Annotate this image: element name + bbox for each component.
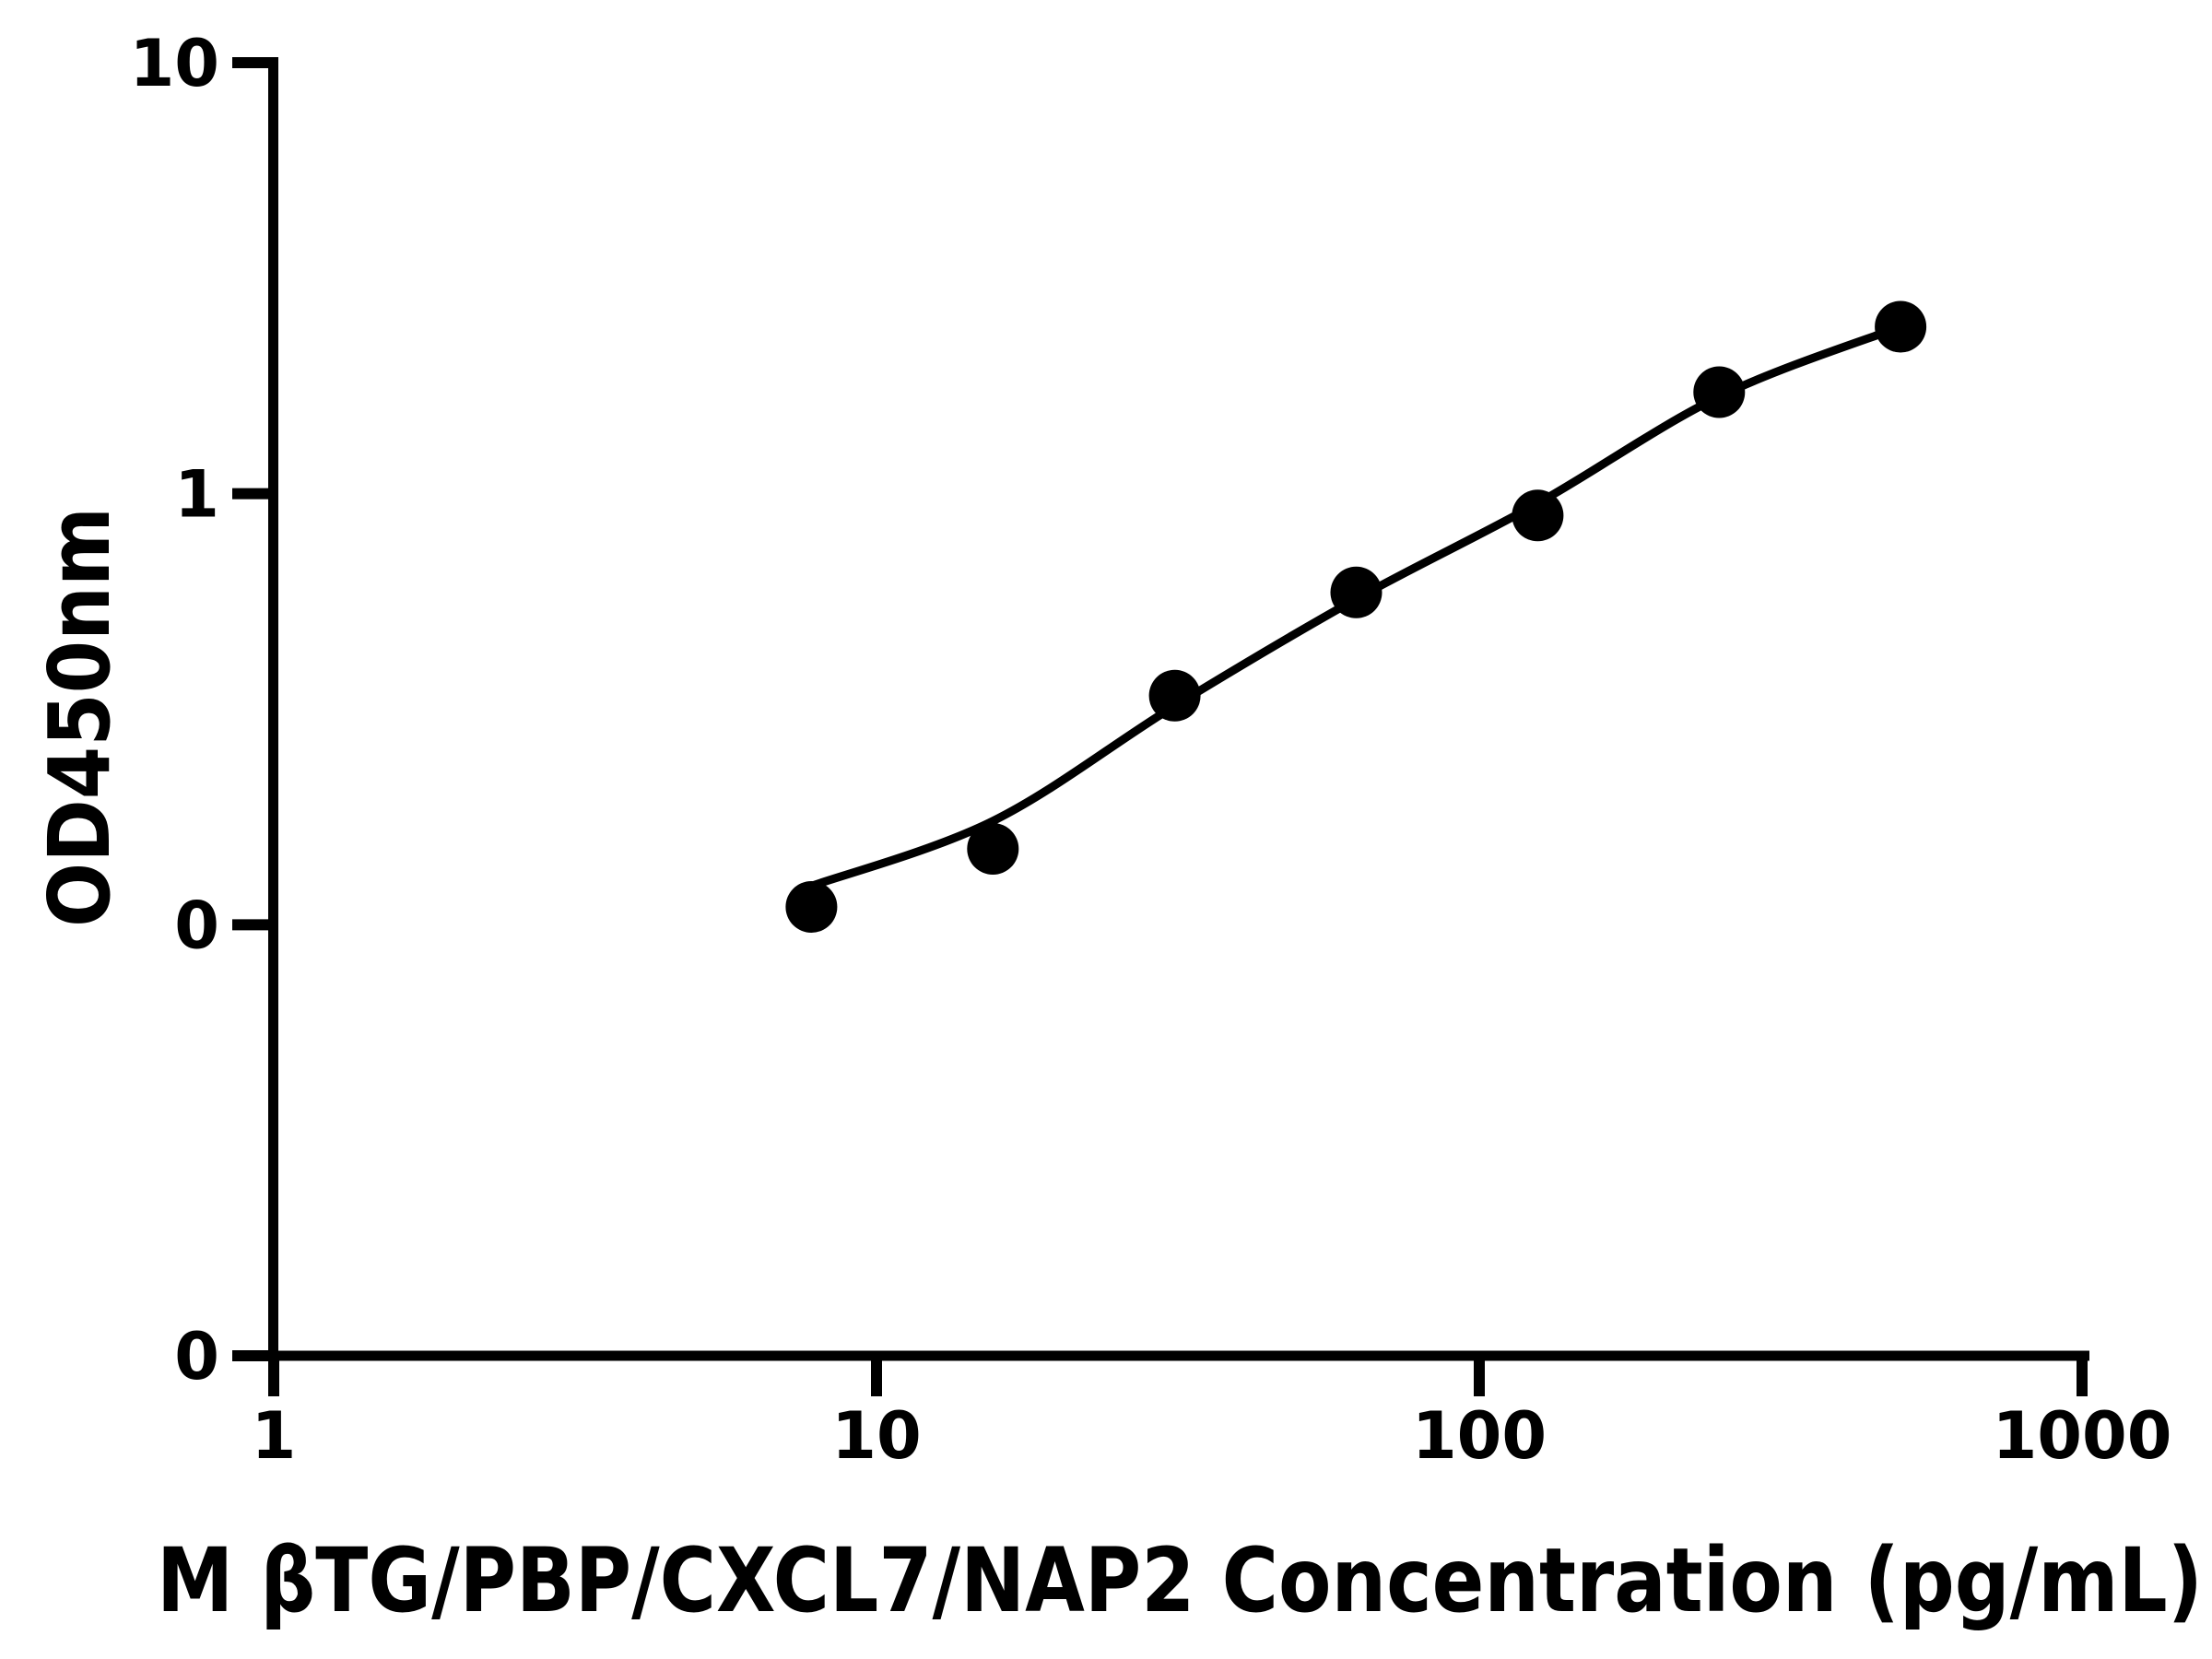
y-tick-label: 0 xyxy=(174,1319,219,1394)
data-point xyxy=(967,823,1019,875)
data-point xyxy=(1330,566,1382,618)
data-points xyxy=(785,300,1927,933)
y-tick-label: 10 xyxy=(130,26,219,101)
data-point xyxy=(1693,366,1746,418)
x-tick-label: 100 xyxy=(1412,1398,1547,1474)
y-axis-title: OD450nm xyxy=(30,507,129,927)
data-point xyxy=(1875,300,1927,353)
data-point xyxy=(1512,489,1564,542)
x-axis-title: M βTG/PBP/CXCL7/NAP2 Concentration (pg/m… xyxy=(157,1529,2203,1632)
y-tick-label: 0 xyxy=(174,888,219,963)
y-tick-label: 1 xyxy=(174,457,219,533)
data-point xyxy=(785,881,838,933)
data-point xyxy=(1148,669,1201,722)
x-tick-label: 1 xyxy=(252,1398,297,1474)
x-tick-label: 1000 xyxy=(1993,1398,2172,1474)
x-tick-label: 10 xyxy=(831,1398,921,1474)
